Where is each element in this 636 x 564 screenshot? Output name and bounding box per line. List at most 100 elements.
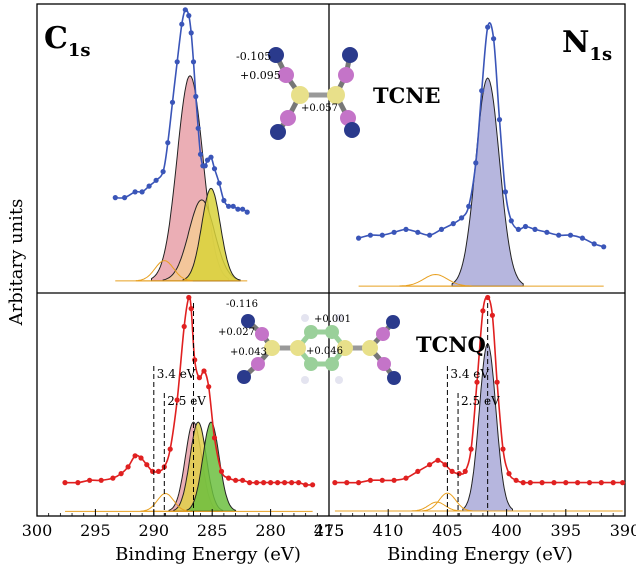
tcnq-ring-atom	[325, 357, 339, 371]
x-tick-label: 395	[551, 521, 582, 540]
data-point	[391, 477, 397, 483]
plot-layer: 3.4 eV 2.5 eV 3.4 eV 2.5 eV	[62, 7, 626, 516]
data-point	[415, 229, 421, 235]
data-point	[188, 30, 194, 36]
data-point	[468, 446, 474, 452]
data-point	[275, 480, 281, 486]
data-point	[169, 99, 176, 105]
tcne-charge-label: +0.095	[240, 69, 281, 82]
data-point	[289, 480, 295, 486]
data-point	[150, 468, 156, 474]
data-point	[479, 88, 485, 94]
tcne-label: TCNE	[373, 83, 441, 108]
data-point	[75, 480, 81, 486]
tcnq-carbon-atom	[376, 327, 390, 341]
data-point	[466, 203, 472, 209]
data-point	[591, 241, 597, 247]
data-point	[195, 125, 201, 131]
data-point	[508, 218, 514, 224]
x-tick-label: 290	[139, 521, 170, 540]
data-point	[201, 368, 207, 374]
tcne-nitrogen-atom	[344, 122, 360, 138]
data-point	[240, 477, 246, 483]
shake-up-label: 2.5 eV	[461, 394, 500, 408]
data-point	[506, 471, 512, 477]
data-point	[221, 197, 227, 204]
data-point	[367, 232, 373, 238]
data-point	[450, 221, 456, 227]
tcne-carbon-atom	[291, 86, 309, 104]
x-tick-label: 285	[197, 521, 228, 540]
data-point	[179, 21, 185, 27]
data-point	[118, 471, 124, 477]
tcnq-carbon-atom	[264, 340, 280, 356]
data-point	[261, 480, 267, 486]
data-point	[112, 195, 118, 201]
data-point	[456, 471, 462, 477]
data-point	[489, 312, 495, 318]
x-tick-label: 405	[432, 521, 463, 540]
shake-up-label: 2.5 eV	[167, 394, 206, 408]
data-point	[532, 226, 538, 232]
data-point	[435, 457, 441, 463]
data-point	[563, 480, 569, 486]
tcnq-hydrogen-atom	[301, 376, 309, 384]
data-point	[186, 13, 192, 19]
data-point	[462, 468, 468, 474]
fit-component	[411, 501, 463, 512]
data-point	[427, 462, 433, 468]
data-point	[139, 189, 145, 195]
data-point	[438, 226, 445, 232]
data-point	[125, 464, 131, 470]
data-point	[216, 180, 222, 186]
data-point	[174, 59, 180, 65]
tcnq-nitrogen-atom	[241, 314, 255, 328]
data-point	[522, 223, 529, 230]
data-point	[132, 189, 138, 195]
y-axis-label: Arbitary units	[6, 199, 27, 327]
shake-up-label: 3.4 eV	[157, 367, 196, 381]
data-point	[204, 157, 211, 163]
data-point	[442, 462, 448, 468]
data-point	[181, 323, 187, 330]
tcne-charge-label: -0.105	[236, 50, 271, 63]
data-point	[403, 226, 409, 232]
data-point	[132, 453, 138, 459]
data-point	[211, 166, 218, 172]
data-point	[160, 169, 166, 175]
tcne-carbon-atom	[278, 67, 294, 83]
data-point	[254, 480, 260, 486]
tcnq-carbon-atom	[337, 340, 353, 356]
c1s-label: C1s	[44, 21, 91, 61]
fit-component	[140, 492, 191, 512]
data-point	[449, 468, 455, 474]
data-point	[233, 477, 239, 483]
plot-frame	[36, 3, 626, 517]
data-point	[197, 151, 204, 157]
data-point	[539, 480, 545, 486]
fit-component	[451, 77, 524, 287]
tcnq-carbon-atom	[251, 357, 265, 371]
data-point	[356, 235, 362, 241]
data-point	[332, 480, 338, 486]
data-point	[240, 206, 246, 212]
data-point	[556, 232, 562, 238]
data-point	[192, 357, 198, 363]
data-point	[367, 477, 373, 483]
data-point	[190, 59, 197, 65]
data-point	[188, 306, 194, 312]
data-point	[379, 477, 385, 483]
data-point	[167, 446, 173, 452]
data-point	[165, 140, 171, 146]
data-point	[247, 480, 253, 486]
data-point	[174, 397, 180, 403]
data-point	[62, 480, 68, 486]
data-point	[474, 379, 480, 385]
tcne-molecule: -0.105 +0.095 +0.057	[236, 47, 360, 140]
tcne-nitrogen-atom	[342, 47, 358, 63]
data-point	[459, 215, 465, 221]
fit-component	[422, 492, 473, 512]
x-tick-label: 400	[491, 521, 522, 540]
tcnq-nitrogen-atom	[386, 315, 400, 329]
data-point	[403, 475, 409, 481]
